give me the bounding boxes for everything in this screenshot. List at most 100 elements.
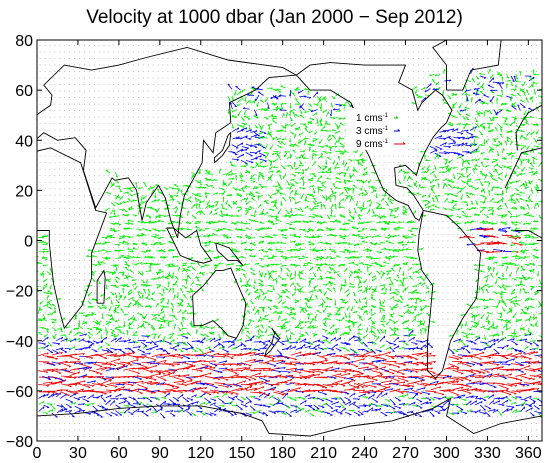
- grid-dot: [197, 214, 198, 216]
- grid-dot: [324, 175, 326, 177]
- grid-dot: [280, 286, 282, 287]
- grid-dot: [255, 168, 257, 170]
- grid-dot: [393, 364, 395, 366]
- grid-dot: [246, 370, 247, 372]
- grid-dot: [187, 64, 188, 66]
- grid-dot: [162, 253, 164, 255]
- grid-dot: [403, 266, 405, 268]
- grid-dot: [167, 214, 169, 216]
- grid-dot: [103, 312, 105, 313]
- grid-dot: [177, 221, 179, 222]
- grid-dot: [69, 181, 70, 183]
- grid-dot: [398, 312, 400, 313]
- grid-dot: [39, 103, 41, 105]
- grid-dot: [354, 175, 355, 177]
- grid-dot: [98, 103, 100, 105]
- grid-dot: [398, 318, 400, 320]
- grid-dot: [260, 364, 262, 366]
- grid-dot: [172, 136, 174, 137]
- grid-dot: [49, 325, 51, 326]
- grid-dot: [423, 383, 424, 385]
- grid-dot: [93, 110, 95, 111]
- grid-dot: [133, 436, 134, 437]
- grid-dot: [206, 51, 208, 53]
- grid-dot: [206, 221, 208, 222]
- grid-dot: [408, 364, 409, 366]
- grid-dot: [197, 266, 198, 268]
- grid-dot: [64, 351, 66, 353]
- grid-dot: [364, 279, 365, 281]
- grid-dot: [44, 168, 46, 170]
- grid-dot: [128, 409, 129, 411]
- grid-dot: [93, 436, 95, 437]
- grid-dot: [319, 168, 321, 170]
- grid-dot: [177, 338, 179, 339]
- grid-dot: [187, 286, 188, 287]
- grid-dot: [423, 318, 424, 320]
- grid-dot: [177, 136, 179, 137]
- grid-dot: [314, 403, 316, 405]
- grid-dot: [260, 214, 262, 216]
- grid-dot: [113, 142, 115, 144]
- grid-dot: [98, 227, 100, 229]
- grid-dot: [334, 162, 336, 164]
- grid-dot: [339, 194, 341, 196]
- grid-dot: [39, 77, 41, 79]
- grid-dot: [142, 292, 144, 294]
- grid-dot: [383, 155, 385, 157]
- grid-dot: [408, 175, 409, 177]
- grid-dot: [423, 201, 424, 203]
- grid-dot: [133, 364, 134, 366]
- grid-dot: [44, 240, 46, 242]
- grid-dot: [118, 155, 120, 157]
- grid-dot: [437, 331, 439, 333]
- grid-dot: [427, 71, 429, 72]
- grid-dot: [39, 155, 41, 157]
- grid-dot: [39, 97, 41, 98]
- grid-dot: [310, 103, 311, 105]
- grid-dot: [93, 286, 95, 287]
- grid-dot: [74, 247, 75, 248]
- grid-dot: [432, 247, 434, 248]
- grid-dot: [349, 221, 351, 222]
- grid-dot: [152, 429, 154, 431]
- grid-dot: [157, 403, 159, 405]
- grid-dot: [108, 390, 110, 392]
- grid-dot: [128, 396, 129, 398]
- grid-dot: [157, 136, 159, 137]
- grid-dot: [364, 51, 365, 53]
- grid-dot: [280, 253, 282, 255]
- grid-dot: [270, 312, 272, 313]
- grid-dot: [364, 253, 365, 255]
- grid-dot: [152, 377, 154, 379]
- grid-dot: [260, 149, 262, 151]
- grid-dot: [128, 260, 129, 261]
- grid-dot: [339, 162, 341, 164]
- grid-dot: [427, 51, 429, 53]
- grid-dot: [93, 409, 95, 411]
- grid-dot: [354, 51, 355, 53]
- grid-dot: [319, 58, 321, 59]
- grid-dot: [162, 227, 164, 229]
- grid-dot: [167, 260, 169, 261]
- grid-dot: [349, 312, 351, 313]
- grid-dot: [103, 423, 105, 424]
- grid-dot: [49, 286, 51, 287]
- grid-dot: [108, 292, 110, 294]
- grid-dot: [388, 357, 390, 359]
- grid-dot: [138, 71, 139, 72]
- grid-dot: [241, 318, 242, 320]
- grid-dot: [64, 97, 66, 98]
- grid-dot: [98, 396, 100, 398]
- grid-dot: [103, 416, 105, 418]
- grid-dot: [231, 214, 233, 216]
- grid-dot: [339, 45, 341, 46]
- grid-dot: [324, 240, 326, 242]
- grid-dot: [93, 194, 95, 196]
- grid-dot: [93, 77, 95, 79]
- grid-dot: [310, 84, 311, 85]
- grid-dot: [192, 409, 193, 411]
- grid-dot: [182, 286, 183, 287]
- grid-dot: [88, 416, 90, 418]
- grid-dot: [231, 423, 233, 424]
